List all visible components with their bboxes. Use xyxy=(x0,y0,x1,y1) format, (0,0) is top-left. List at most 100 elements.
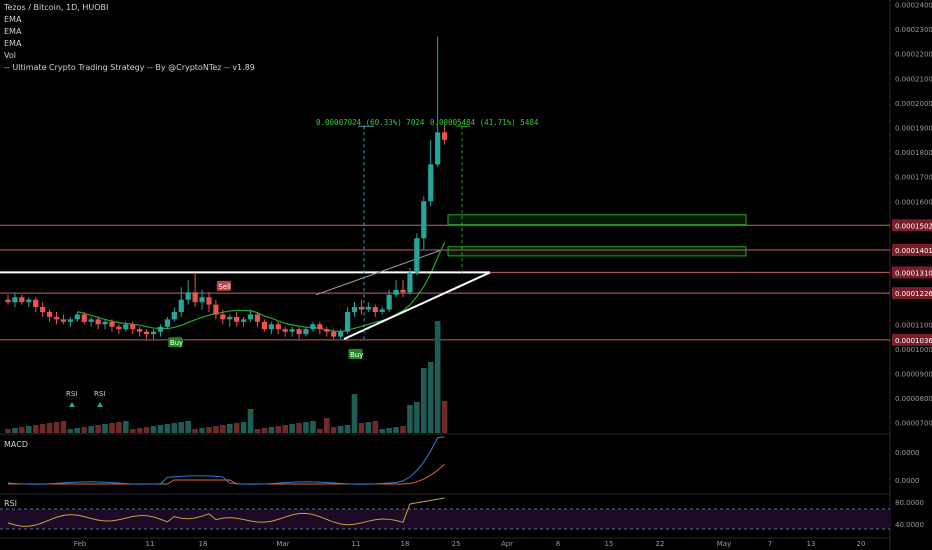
volume-bars xyxy=(5,321,448,433)
candle-body xyxy=(435,132,441,165)
volume-bar xyxy=(88,426,94,433)
volume-bar xyxy=(254,429,261,433)
rsi-axis-label: 40.0000 xyxy=(895,521,924,529)
measurements: 0.00007024 (60.33%) 7024 0.00005484 (41.7… xyxy=(316,118,539,340)
candles xyxy=(5,36,448,340)
candle-body xyxy=(199,297,205,303)
candle-body xyxy=(164,319,170,327)
volume-bar xyxy=(400,426,406,433)
volume-bar xyxy=(178,422,185,433)
volume-bar xyxy=(441,401,448,433)
candle-body xyxy=(247,314,254,320)
candle-body xyxy=(407,272,413,293)
candle-body xyxy=(150,331,157,335)
volume-bar xyxy=(317,429,323,433)
candle-body xyxy=(220,314,226,320)
price-axis: 0.00015025 0.00014018 0.00013108 0.00012265… xyxy=(892,1,932,529)
candle-body xyxy=(40,307,46,312)
price-level-tag xyxy=(892,287,932,300)
signals: Buy Sell Buy RSI RSI xyxy=(66,280,363,407)
volume-bar xyxy=(310,421,316,433)
target-zone xyxy=(447,214,747,226)
volume-bar xyxy=(233,423,240,433)
candle-body xyxy=(282,329,288,332)
price-level-tag xyxy=(892,333,932,346)
candle-body xyxy=(393,289,399,295)
x-tick-label: 13 xyxy=(807,540,816,548)
x-tick-label: 18 xyxy=(199,540,208,548)
volume-bar xyxy=(116,422,122,433)
signal-badge xyxy=(216,280,231,291)
volume-bar xyxy=(199,428,205,433)
candle-body xyxy=(67,319,73,322)
volume-bar xyxy=(365,422,372,433)
volume-bar xyxy=(123,421,129,433)
volume-bar xyxy=(414,402,420,433)
volume-bar xyxy=(344,425,351,433)
candle-body xyxy=(275,324,281,330)
candle-body xyxy=(310,324,316,330)
candle-body xyxy=(81,314,87,322)
volume-bar xyxy=(74,428,81,433)
volume-bar xyxy=(102,424,108,433)
indicator-ema-3: EMA xyxy=(4,39,22,48)
x-tick-label: 11 xyxy=(146,540,155,548)
candle-body xyxy=(428,164,434,202)
volume-bar xyxy=(261,428,268,433)
price-level-label: 0.00012265 xyxy=(895,290,932,298)
price-level-label: 0.00010368 xyxy=(895,337,932,345)
candle-body xyxy=(5,299,11,303)
volume-bar xyxy=(157,425,164,433)
x-tick-label: 25 xyxy=(452,540,461,548)
candle-body xyxy=(109,321,115,327)
volume-bar xyxy=(372,421,379,433)
volume-bar xyxy=(25,426,32,433)
volume-bar xyxy=(421,368,427,433)
volume-bar xyxy=(60,421,67,433)
candle-body xyxy=(268,324,274,330)
candle-body xyxy=(206,297,212,305)
measure-label: 0.00005484 (41.71%) 5484 xyxy=(430,118,539,127)
candle-body xyxy=(213,304,219,315)
candle-body xyxy=(116,326,122,330)
volume-bar xyxy=(275,426,282,433)
volume-bar xyxy=(46,423,53,433)
x-tick-label: 20 xyxy=(857,540,866,548)
indicator-ema-1: EMA xyxy=(4,15,22,24)
x-tick-label: 8 xyxy=(556,540,560,548)
candle-body xyxy=(137,329,143,332)
symbol-line: Tezos / Bitcoin, 1D, HUOBI xyxy=(4,3,109,12)
candle-body xyxy=(261,321,268,330)
candle-body xyxy=(317,324,323,330)
volume-bar xyxy=(143,427,150,433)
candle-body xyxy=(441,132,448,140)
volume-bar xyxy=(296,423,302,433)
rsi-band xyxy=(0,509,890,529)
candle-body xyxy=(171,311,177,320)
candle-body xyxy=(157,326,164,332)
volume-bar xyxy=(129,429,136,433)
x-tick-label: 15 xyxy=(605,540,614,548)
candle-body xyxy=(185,292,191,300)
candle-body xyxy=(192,292,198,303)
candle-body xyxy=(88,319,94,322)
rsi-label: RSI xyxy=(4,499,17,508)
volume-bar xyxy=(164,424,171,433)
time-axis: Feb 11 18 Mar 11 18 25 Apr 8 15 22 May 7 13 20 xyxy=(74,540,866,548)
volume-bar xyxy=(303,422,309,433)
candle-body xyxy=(414,238,420,273)
candle-body xyxy=(102,321,108,325)
volume-bar xyxy=(19,427,25,433)
candle-body xyxy=(358,307,365,310)
signal-label: Buy xyxy=(170,339,183,347)
